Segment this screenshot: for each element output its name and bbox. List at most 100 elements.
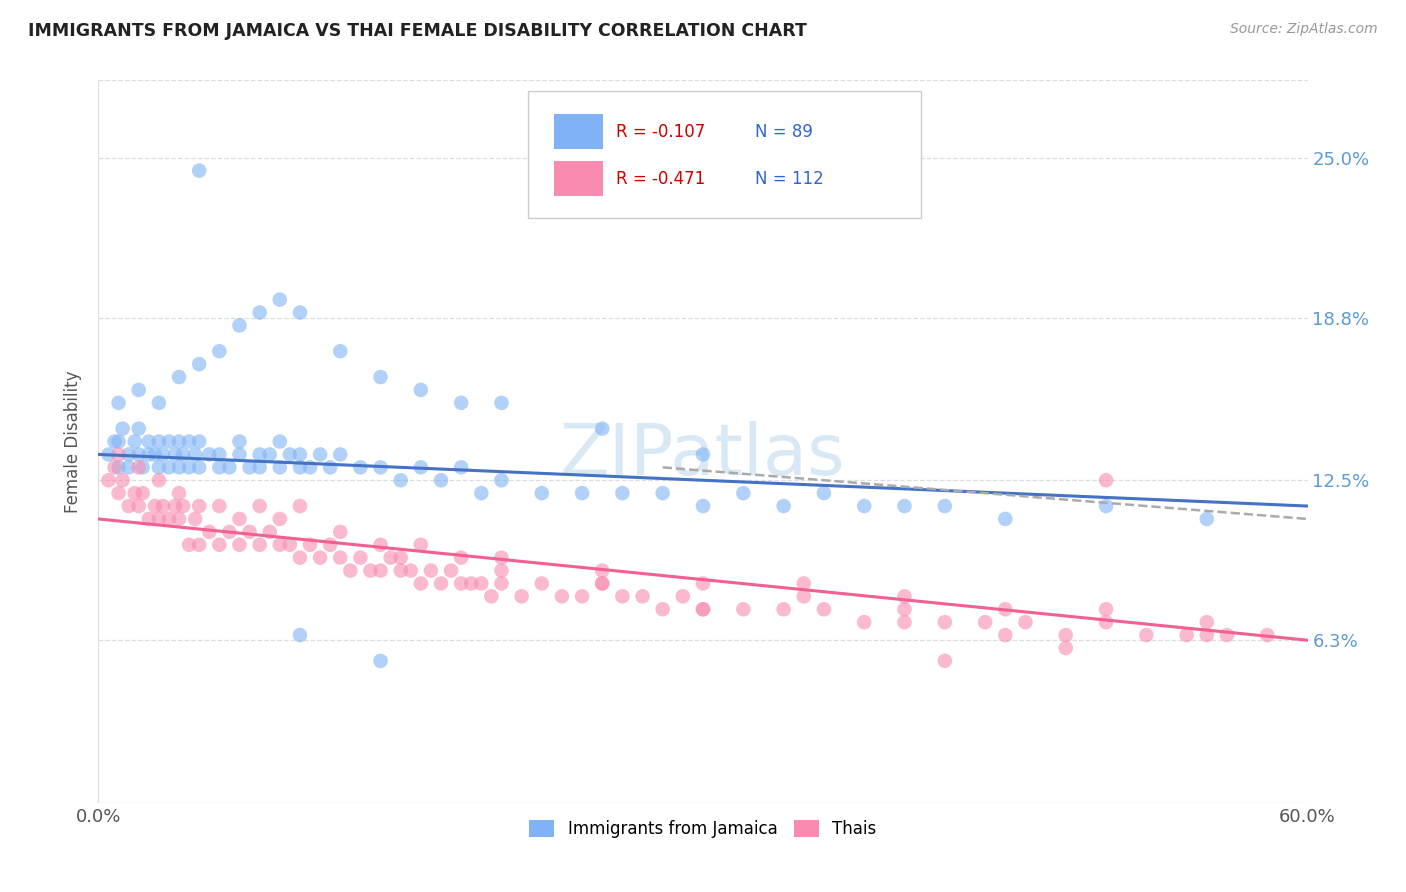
Point [228, 434, 250, 449]
Point [228, 318, 250, 333]
Point [692, 499, 714, 513]
Point [148, 460, 170, 475]
Point [1095, 615, 1118, 630]
Text: N = 112: N = 112 [755, 169, 824, 187]
Point [329, 524, 352, 539]
Point [1195, 628, 1218, 642]
Point [370, 538, 392, 552]
Point [530, 486, 553, 500]
Point [360, 564, 382, 578]
Point [103, 460, 125, 475]
Point [124, 434, 146, 449]
Point [132, 460, 155, 475]
Point [309, 447, 332, 461]
Point [288, 550, 311, 565]
Point [409, 383, 432, 397]
Point [491, 576, 513, 591]
Point [118, 447, 141, 461]
Point [239, 524, 262, 539]
Point [163, 447, 186, 461]
Point [188, 499, 211, 513]
Point [208, 344, 231, 359]
Point [249, 499, 271, 513]
Point [370, 654, 392, 668]
Point [420, 564, 443, 578]
Text: R = -0.107: R = -0.107 [616, 122, 706, 141]
Point [370, 460, 392, 475]
Point [813, 486, 835, 500]
Point [288, 460, 311, 475]
Point [249, 447, 271, 461]
Point [994, 628, 1017, 642]
Point [672, 590, 695, 604]
Point [143, 499, 166, 513]
Point [450, 460, 472, 475]
Point [208, 499, 231, 513]
Text: N = 89: N = 89 [755, 122, 813, 141]
Point [651, 486, 673, 500]
Point [1195, 512, 1218, 526]
Point [530, 576, 553, 591]
Point [288, 447, 311, 461]
Point [208, 447, 231, 461]
Point [249, 538, 271, 552]
Point [172, 447, 194, 461]
Point [118, 460, 141, 475]
Point [184, 512, 207, 526]
Point [591, 576, 613, 591]
Point [349, 460, 371, 475]
Point [278, 447, 301, 461]
Point [1054, 628, 1077, 642]
Point [152, 499, 174, 513]
Point [853, 499, 876, 513]
Point [329, 344, 352, 359]
Point [893, 590, 915, 604]
Point [772, 602, 794, 616]
Point [1135, 628, 1157, 642]
Point [198, 524, 221, 539]
Point [339, 564, 361, 578]
Point [167, 370, 190, 384]
Point [793, 590, 815, 604]
Point [138, 512, 160, 526]
Point [128, 383, 150, 397]
Point [188, 434, 211, 449]
FancyBboxPatch shape [527, 91, 921, 218]
Point [733, 602, 755, 616]
Point [128, 499, 150, 513]
Point [1054, 640, 1077, 655]
Point [651, 602, 673, 616]
Point [591, 564, 613, 578]
Point [470, 486, 492, 500]
Point [288, 305, 311, 319]
Point [111, 473, 134, 487]
Point [692, 447, 714, 461]
Point [491, 396, 513, 410]
Point [148, 512, 170, 526]
Point [571, 590, 593, 604]
Point [288, 499, 311, 513]
Text: Source: ZipAtlas.com: Source: ZipAtlas.com [1230, 22, 1378, 37]
Y-axis label: Female Disability: Female Disability [65, 370, 83, 513]
Text: ZIPatlas: ZIPatlas [560, 422, 846, 491]
Point [288, 628, 311, 642]
Point [299, 460, 322, 475]
Point [198, 447, 221, 461]
Point [380, 550, 402, 565]
FancyBboxPatch shape [554, 161, 603, 196]
Point [440, 564, 463, 578]
Point [167, 512, 190, 526]
Point [249, 305, 271, 319]
Point [399, 564, 422, 578]
Point [128, 460, 150, 475]
Point [179, 538, 201, 552]
Point [430, 576, 453, 591]
Point [107, 396, 129, 410]
Point [853, 615, 876, 630]
Point [1216, 628, 1239, 642]
Point [319, 538, 342, 552]
Point [409, 460, 432, 475]
Point [167, 434, 190, 449]
Point [269, 512, 291, 526]
Point [239, 460, 262, 475]
